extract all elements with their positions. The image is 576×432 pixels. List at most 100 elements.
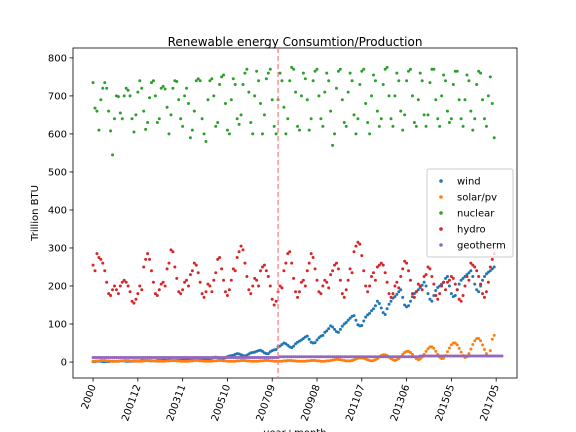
point xyxy=(179,292,183,296)
point xyxy=(159,282,163,286)
point xyxy=(344,320,348,324)
point xyxy=(169,113,173,117)
point xyxy=(375,299,379,303)
point xyxy=(385,307,389,311)
point xyxy=(303,77,307,81)
point xyxy=(434,98,438,102)
point xyxy=(344,124,348,128)
point xyxy=(395,280,399,284)
point xyxy=(321,284,325,288)
point xyxy=(457,282,461,286)
point xyxy=(134,113,138,117)
point xyxy=(430,274,434,278)
x-tick-label: 200112 xyxy=(120,383,143,423)
point xyxy=(130,299,134,303)
point xyxy=(492,265,496,269)
point xyxy=(455,288,459,292)
point xyxy=(482,295,486,299)
legend-label: solar/pv xyxy=(457,193,497,204)
point xyxy=(371,307,375,311)
point xyxy=(297,128,301,132)
point xyxy=(278,284,282,288)
point xyxy=(410,292,414,296)
point xyxy=(475,82,479,86)
point xyxy=(233,269,237,273)
series-2 xyxy=(91,65,496,157)
point xyxy=(373,304,377,308)
point xyxy=(481,98,485,102)
point xyxy=(488,349,492,353)
point xyxy=(414,290,418,294)
point xyxy=(142,109,146,113)
point xyxy=(183,94,187,98)
point xyxy=(167,132,171,136)
point xyxy=(303,284,307,288)
point xyxy=(313,69,317,73)
point xyxy=(416,282,420,286)
point xyxy=(126,284,130,288)
point xyxy=(393,295,397,299)
point xyxy=(434,349,438,353)
point xyxy=(403,303,407,307)
point xyxy=(479,282,483,286)
point xyxy=(227,288,231,292)
point xyxy=(342,295,346,299)
x-tick-label: 201306 xyxy=(389,383,412,423)
point xyxy=(389,299,393,303)
point xyxy=(264,269,268,273)
point xyxy=(453,294,457,297)
point xyxy=(128,290,132,294)
point xyxy=(329,273,333,277)
point xyxy=(346,278,350,282)
point xyxy=(399,274,403,278)
point xyxy=(340,98,344,102)
point xyxy=(307,261,311,265)
point xyxy=(286,117,290,121)
point xyxy=(290,261,294,265)
point xyxy=(445,274,449,278)
point xyxy=(149,81,153,85)
point xyxy=(186,102,190,106)
chart-title: Renewable energy Consumtion/Production xyxy=(168,35,423,49)
point xyxy=(377,124,381,128)
point xyxy=(340,292,344,296)
point xyxy=(272,303,276,307)
point xyxy=(473,282,477,286)
point xyxy=(175,79,179,83)
point xyxy=(401,128,405,132)
point xyxy=(375,109,379,113)
point xyxy=(410,352,414,356)
point xyxy=(471,263,475,267)
point xyxy=(465,274,469,278)
point xyxy=(333,327,337,331)
point xyxy=(317,290,321,294)
point xyxy=(381,82,385,86)
point xyxy=(436,297,440,301)
point xyxy=(103,269,107,273)
point xyxy=(389,295,393,299)
point xyxy=(235,117,239,121)
point xyxy=(296,295,300,299)
point xyxy=(97,128,101,132)
point xyxy=(257,284,261,288)
point xyxy=(342,121,346,125)
point xyxy=(259,269,263,273)
point xyxy=(116,95,120,99)
point xyxy=(194,263,198,267)
point xyxy=(407,304,411,308)
point xyxy=(381,311,385,315)
point xyxy=(325,71,329,75)
point xyxy=(239,113,243,117)
point xyxy=(444,276,448,280)
point xyxy=(408,351,412,355)
point xyxy=(185,278,189,282)
plot-area xyxy=(72,47,518,379)
series-4 xyxy=(91,354,504,359)
point xyxy=(334,261,338,265)
legend-label: nuclear xyxy=(457,209,495,220)
point xyxy=(294,90,298,94)
point xyxy=(486,280,490,284)
legend-label: geotherm xyxy=(457,241,506,252)
point xyxy=(122,94,126,98)
point xyxy=(245,67,249,71)
